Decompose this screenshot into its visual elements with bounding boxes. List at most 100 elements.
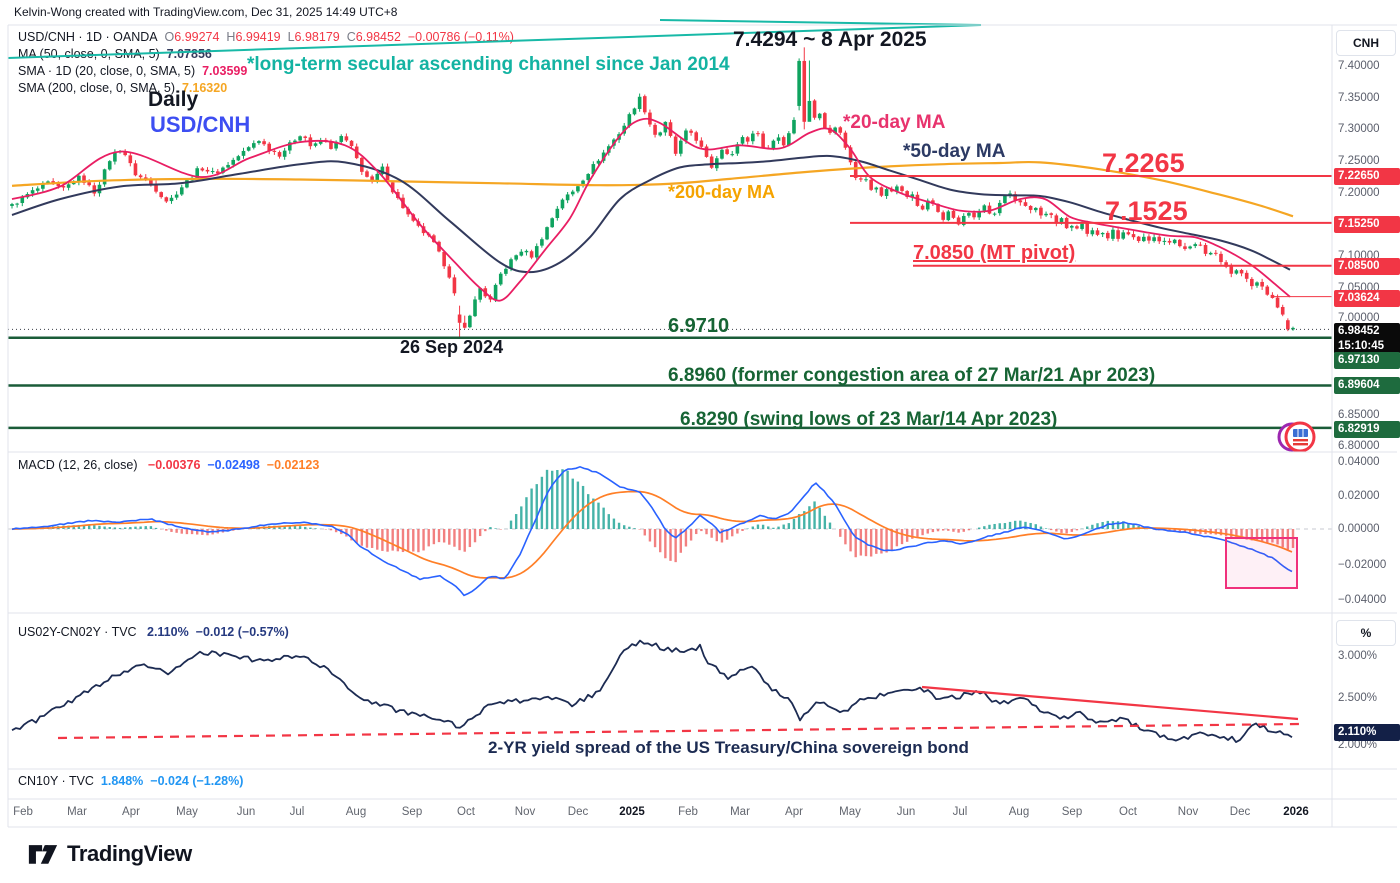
symbol-legend-row[interactable]: USD/CNH · 1D · OANDA O6.99274 H6.99419 L… — [18, 30, 514, 44]
annotation-support-2: 6.8960 (former congestion area of 27 Mar… — [668, 365, 1156, 386]
level-price-label: 6.97130 — [1334, 352, 1400, 369]
currency-unit-button[interactable]: CNH — [1336, 30, 1396, 56]
time-label-month: Feb — [13, 806, 33, 818]
time-label-month: Nov — [514, 806, 536, 818]
time-label-month: Feb — [678, 806, 698, 818]
level-price-label: 7.22650 — [1334, 168, 1400, 185]
time-label-month: Apr — [122, 806, 140, 818]
axis-tick: 2.500% — [1338, 692, 1378, 704]
annotation-ma200-note: *200-day MA — [668, 182, 776, 202]
time-label-month: Nov — [1177, 806, 1199, 818]
annotation-ma50-note: *50-day MA — [903, 141, 1006, 162]
tradingview-logo[interactable]: TradingView — [28, 841, 192, 867]
axis-tick: 0.02000 — [1338, 490, 1380, 502]
axis-tick: 7.20000 — [1338, 187, 1380, 199]
moving-averages — [11, 117, 1294, 302]
tradingview-brand-text: TradingView — [67, 841, 192, 866]
horizontal-levels[interactable] — [8, 174, 1332, 430]
time-label-month: Sep — [401, 806, 423, 818]
ascending-channel-lines[interactable] — [7, 19, 982, 59]
annotation-resistance-1: 7.2265 — [1102, 148, 1185, 178]
spread-change: −0.012 (−0.57%) — [195, 625, 289, 639]
annotation-support-3: 6.8290 (swing lows of 23 Mar/14 Apr 2023… — [680, 409, 1058, 430]
annotation-spike-label: 7.4294 ~ 8 Apr 2025 — [733, 28, 927, 51]
axis-tick: 0.00000 — [1338, 523, 1380, 535]
high-value: 6.99419 — [235, 30, 281, 44]
time-label-month: Dec — [1229, 806, 1251, 818]
level-price-label: 7.15250 — [1334, 216, 1400, 233]
macd-hist-value: −0.00376 — [147, 458, 201, 472]
time-label-month: Mar — [67, 806, 87, 818]
axis-tick: 0.04000 — [1338, 456, 1380, 468]
axis-tick: −0.04000 — [1338, 594, 1387, 606]
time-label-month: Sep — [1061, 806, 1083, 818]
watermark-symbol: USD/CNH — [150, 112, 251, 137]
axis-tick: 6.80000 — [1338, 440, 1380, 452]
current-price-label: 6.98452 — [1334, 323, 1400, 339]
chart-svg[interactable] — [0, 0, 1400, 835]
time-label-month: Oct — [1119, 806, 1137, 818]
time-label-month: Jul — [952, 806, 968, 818]
axis-tick: 7.25000 — [1338, 155, 1380, 167]
axis-tick: 3.000% — [1338, 650, 1378, 662]
cn10y-change: −0.024 (−1.28%) — [150, 774, 244, 788]
time-label-month: Jul — [289, 806, 305, 818]
axis-tick: −0.02000 — [1338, 559, 1387, 571]
annotation-ma20-note: *20-day MA — [843, 112, 946, 133]
time-label-month: Oct — [457, 806, 475, 818]
cn10y-legend-row[interactable]: CN10Y · TVC 1.848% −0.024 (−1.28%) — [18, 774, 244, 788]
watermark-interval: Daily — [148, 88, 199, 111]
macd-highlight-box[interactable] — [1225, 537, 1298, 589]
sma200-value: 7.16320 — [181, 81, 228, 95]
axis-tick: 7.40000 — [1338, 60, 1380, 72]
time-label-year: 2026 — [1283, 806, 1309, 818]
level-price-label: 7.03624 — [1334, 290, 1400, 307]
close-value: 6.98452 — [355, 30, 401, 44]
time-label-month: Aug — [1008, 806, 1030, 818]
countdown-label: 15:10:45 — [1334, 339, 1400, 354]
annotation-pivot-note: 7.0850 (MT pivot) — [913, 242, 1076, 264]
time-label-month: Aug — [345, 806, 367, 818]
cn10y-value: 1.848% — [100, 774, 144, 788]
time-label-month: Dec — [567, 806, 589, 818]
time-label-month: Jun — [236, 806, 256, 818]
axis-tick: 7.00000 — [1338, 312, 1380, 324]
candlestick-series — [10, 47, 1295, 338]
level-price-label: 7.08500 — [1334, 258, 1400, 275]
percent-unit-button[interactable]: % — [1336, 620, 1396, 646]
sma20-value: 7.03599 — [202, 64, 248, 78]
yield-spread-pane — [11, 639, 1301, 743]
macd-pane — [8, 465, 1332, 597]
time-label-month: Apr — [785, 806, 803, 818]
axis-tick: 7.30000 — [1338, 123, 1380, 135]
symbol-title: USD/CNH · 1D · OANDA — [18, 30, 158, 44]
open-value: 6.99274 — [174, 30, 220, 44]
tradingview-mark-icon — [28, 845, 58, 864]
annotation-resistance-2: 7.1525 — [1105, 196, 1188, 226]
spread-current-label: 2.110% — [1334, 724, 1400, 741]
time-label-month: May — [839, 806, 861, 818]
sma200-legend-row[interactable]: SMA (200, close, 0, SMA, 5) 7.16320 — [18, 81, 228, 95]
macd-legend-row[interactable]: MACD (12, 26, close) −0.00376 −0.02498 −… — [18, 458, 320, 472]
low-value: 6.98179 — [294, 30, 340, 44]
sma20-legend-row[interactable]: SMA · 1D (20, close, 0, SMA, 5) 7.03599 — [18, 64, 248, 78]
axis-tick: 6.85000 — [1338, 409, 1380, 421]
spread-value: 2.110% — [147, 625, 189, 639]
annotation-channel-note: *long-term secular ascending channel sin… — [247, 54, 730, 75]
pane-borders — [7, 24, 1397, 828]
time-label-month: May — [176, 806, 198, 818]
time-label-month: Jun — [896, 806, 916, 818]
credit-line: Kelvin-Wong created with TradingView.com… — [14, 5, 398, 19]
macd-line-value: −0.02498 — [207, 458, 260, 472]
annotation-spread-note: 2-YR yield spread of the US Treasury/Chi… — [488, 738, 969, 757]
annotation-support-1: 6.9710 — [668, 315, 730, 337]
publisher-avatar[interactable] — [1277, 421, 1316, 453]
level-price-label: 6.82919 — [1334, 421, 1400, 438]
time-label-year: 2025 — [619, 806, 645, 818]
axis-tick: 2.000% — [1338, 739, 1378, 751]
annotation-low-date: 26 Sep 2024 — [400, 337, 504, 357]
level-price-label: 6.89604 — [1334, 377, 1400, 394]
change-value: −0.00786 (−0.11%) — [407, 30, 514, 44]
spread-legend-row[interactable]: US02Y-CN02Y · TVC 2.110% −0.012 (−0.57%) — [18, 625, 289, 639]
